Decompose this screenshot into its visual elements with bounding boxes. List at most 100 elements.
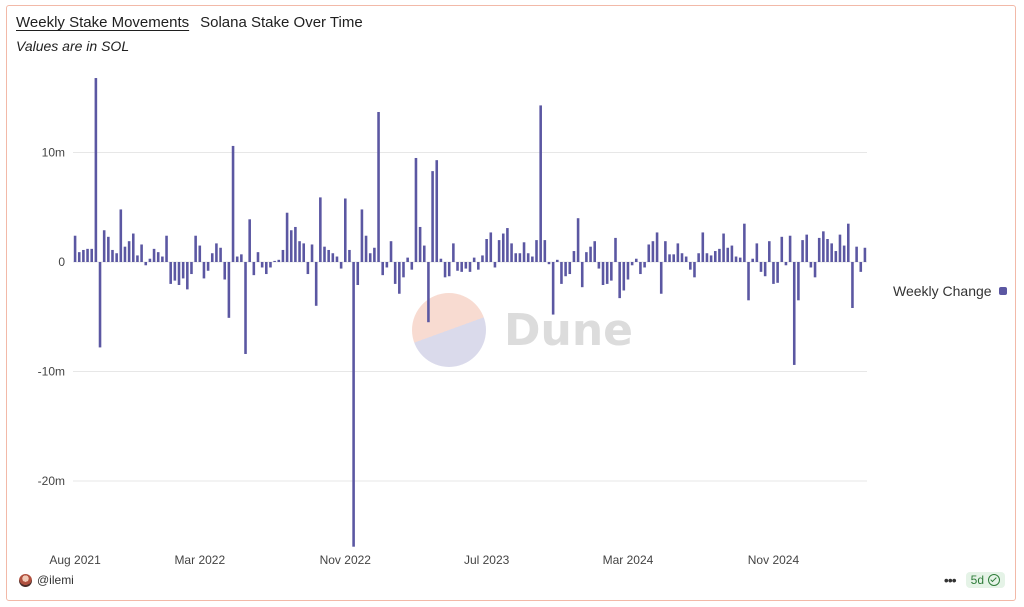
bar[interactable]	[119, 209, 123, 262]
author-link[interactable]: @ilemi	[19, 573, 74, 587]
bar[interactable]	[797, 262, 800, 301]
bar[interactable]	[830, 243, 833, 262]
bar[interactable]	[298, 241, 301, 262]
bar[interactable]	[659, 262, 663, 294]
bar[interactable]	[560, 262, 563, 284]
bar[interactable]	[165, 235, 168, 262]
bar[interactable]	[647, 244, 651, 262]
bar[interactable]	[310, 244, 314, 262]
bar[interactable]	[177, 262, 181, 285]
bar[interactable]	[194, 235, 197, 262]
bar[interactable]	[593, 241, 596, 262]
bar[interactable]	[497, 240, 501, 262]
bar[interactable]	[772, 262, 775, 284]
bar[interactable]	[173, 262, 177, 281]
bar[interactable]	[580, 262, 584, 288]
bar[interactable]	[547, 262, 551, 265]
bar[interactable]	[385, 262, 389, 268]
bar[interactable]	[809, 262, 813, 268]
bar[interactable]	[834, 251, 838, 262]
bar[interactable]	[805, 234, 809, 263]
bar[interactable]	[352, 262, 355, 547]
bar[interactable]	[684, 256, 688, 262]
refresh-badge[interactable]: 5d	[965, 572, 1005, 588]
bar[interactable]	[131, 233, 135, 262]
bar[interactable]	[506, 228, 509, 263]
bar[interactable]	[190, 262, 193, 275]
bar[interactable]	[643, 262, 646, 268]
bar[interactable]	[152, 248, 156, 262]
bar[interactable]	[693, 262, 696, 278]
bar[interactable]	[464, 262, 468, 269]
bar[interactable]	[111, 249, 114, 262]
bar[interactable]	[531, 256, 534, 262]
tab-solana-stake-over-time[interactable]: Solana Stake Over Time	[200, 14, 363, 31]
tab-weekly-stake-movements[interactable]: Weekly Stake Movements	[16, 14, 190, 31]
bar[interactable]	[377, 111, 380, 263]
bar[interactable]	[235, 256, 239, 262]
bar[interactable]	[655, 232, 659, 263]
bar[interactable]	[763, 262, 767, 277]
bar[interactable]	[481, 255, 484, 262]
bar[interactable]	[489, 232, 493, 263]
bar[interactable]	[518, 253, 522, 262]
bar[interactable]	[73, 235, 77, 262]
bar[interactable]	[406, 257, 409, 262]
bar[interactable]	[277, 259, 281, 262]
bar[interactable]	[102, 230, 106, 262]
bar[interactable]	[585, 252, 588, 263]
bar[interactable]	[493, 262, 497, 268]
bar[interactable]	[302, 243, 306, 262]
bar[interactable]	[614, 237, 617, 262]
bar[interactable]	[713, 251, 717, 262]
bar[interactable]	[327, 249, 330, 262]
bar[interactable]	[136, 255, 139, 262]
bar[interactable]	[140, 244, 143, 262]
bar[interactable]	[422, 245, 426, 262]
bar[interactable]	[198, 245, 202, 262]
bar[interactable]	[801, 240, 804, 262]
bar[interactable]	[826, 239, 829, 262]
bar[interactable]	[726, 247, 730, 262]
bar[interactable]	[210, 253, 214, 262]
bar[interactable]	[148, 258, 152, 262]
bar[interactable]	[788, 235, 792, 262]
bar[interactable]	[393, 262, 397, 284]
bar[interactable]	[639, 262, 642, 275]
bar[interactable]	[202, 262, 206, 279]
bar[interactable]	[510, 243, 513, 262]
bar[interactable]	[556, 259, 559, 262]
bar[interactable]	[514, 253, 518, 262]
bar[interactable]	[472, 257, 476, 262]
bar[interactable]	[730, 245, 734, 262]
bar[interactable]	[784, 262, 788, 266]
bar[interactable]	[709, 255, 713, 262]
bar[interactable]	[751, 258, 754, 262]
bar[interactable]	[618, 262, 621, 299]
bar[interactable]	[344, 198, 347, 262]
bar[interactable]	[314, 262, 318, 306]
bar[interactable]	[398, 262, 401, 294]
bar[interactable]	[107, 236, 110, 262]
more-dots-icon[interactable]: •••	[943, 572, 957, 588]
bar[interactable]	[360, 209, 364, 262]
bar[interactable]	[605, 262, 609, 284]
bar[interactable]	[705, 253, 709, 262]
bar[interactable]	[597, 262, 601, 269]
bar[interactable]	[792, 262, 796, 365]
legend-weekly-change[interactable]: Weekly Change	[893, 283, 1007, 299]
bar[interactable]	[427, 262, 430, 323]
bar[interactable]	[368, 253, 372, 262]
bar[interactable]	[822, 231, 825, 262]
bar[interactable]	[539, 105, 542, 262]
bar[interactable]	[86, 248, 89, 262]
bar[interactable]	[447, 262, 451, 277]
bar[interactable]	[439, 258, 443, 262]
bar[interactable]	[123, 246, 127, 262]
bar[interactable]	[414, 157, 418, 262]
bar[interactable]	[622, 262, 626, 291]
bar[interactable]	[206, 262, 210, 271]
bar[interactable]	[389, 241, 393, 262]
bar[interactable]	[535, 240, 538, 262]
bar[interactable]	[747, 262, 750, 301]
